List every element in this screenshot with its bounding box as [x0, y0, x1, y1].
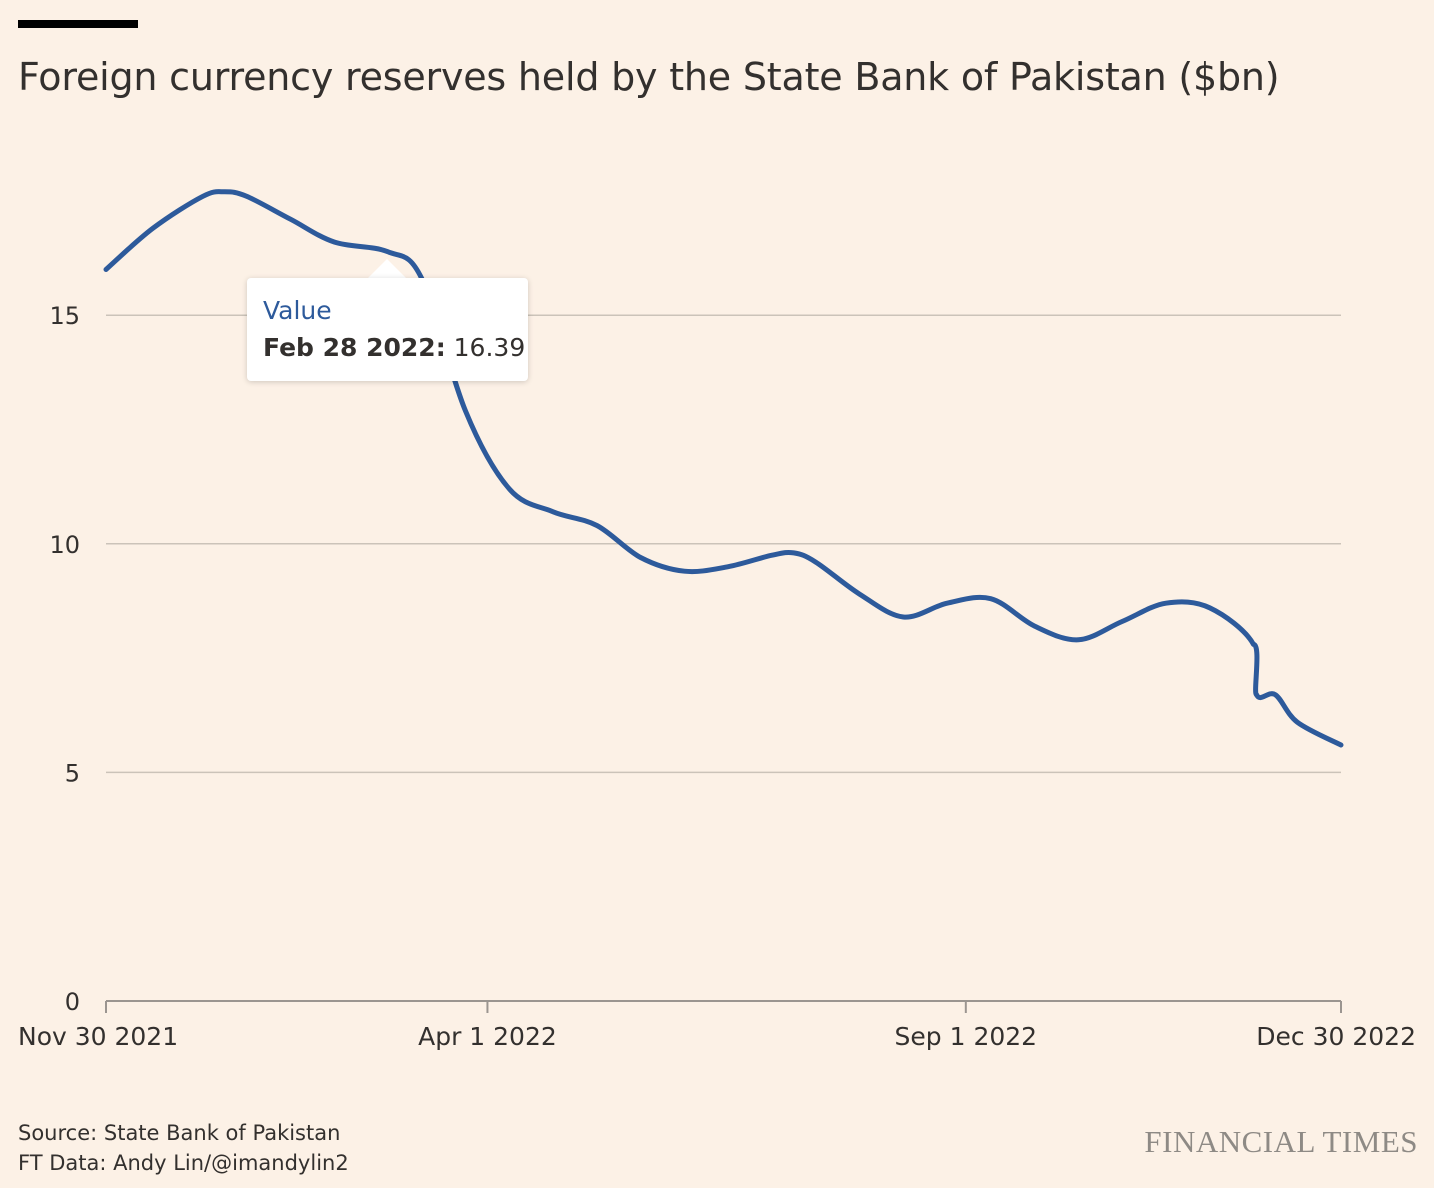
ft-top-rule [18, 20, 138, 28]
tooltip-value-line: Feb 28 2022: 16.39 [263, 333, 525, 362]
x-tick-label: Dec 30 2022 [1256, 1022, 1416, 1051]
financial-times-logo: FINANCIAL TIMES [1144, 1124, 1418, 1159]
source-text: Source: State Bank of Pakistan [18, 1121, 341, 1145]
y-axis-labels: 0 5 10 15 [49, 302, 80, 1016]
tooltip-arrow [367, 259, 407, 279]
y-tick-label: 10 [49, 531, 80, 559]
tooltip-series-name: Value [263, 296, 332, 325]
data-tooltip: Value Feb 28 2022: 16.39 [247, 278, 528, 381]
x-tick-label: Sep 1 2022 [895, 1022, 1038, 1051]
credit-text: FT Data: Andy Lin/@imandylin2 [18, 1151, 349, 1175]
chart-title: Foreign currency reserves held by the St… [18, 55, 1280, 99]
y-tick-label: 5 [65, 759, 80, 787]
y-tick-label: 0 [65, 988, 80, 1016]
x-tick-label: Apr 1 2022 [418, 1022, 557, 1051]
series-line-0 [103, 189, 1344, 748]
series-layer [103, 189, 1344, 748]
gridlines [106, 314, 1341, 774]
x-axis: Nov 30 2021 Apr 1 2022 Sep 1 2022 Dec 30 20… [18, 1000, 1416, 1051]
x-tick-label: Nov 30 2021 [18, 1022, 178, 1051]
y-tick-label: 15 [49, 302, 80, 330]
tooltip-value: 16.39 [453, 333, 526, 362]
source-note: Source: State Bank of Pakistan FT Data: … [18, 1118, 349, 1178]
tooltip-date: Feb 28 2022: [263, 333, 446, 362]
